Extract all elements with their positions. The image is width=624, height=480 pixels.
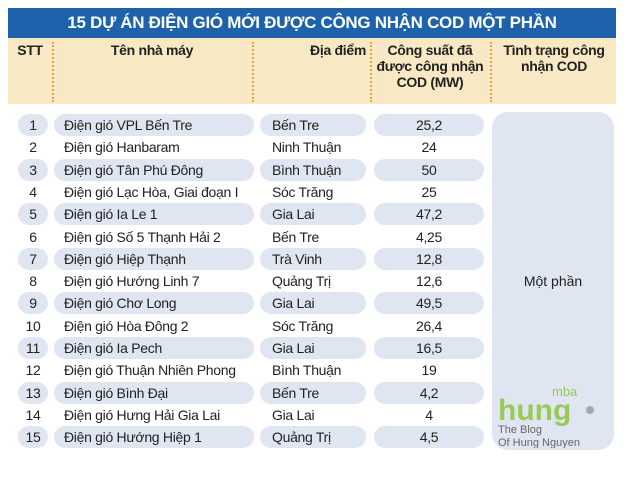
status-value: Một phần: [523, 273, 583, 289]
table-row: 7 Điện gió Hiệp Thạnh Trà Vinh 12,8: [0, 247, 624, 270]
cell-place: Ninh Thuận: [272, 139, 342, 156]
cell-place: Bến Tre: [272, 228, 319, 245]
cell-name: Điện gió VPL Bến Tre: [54, 114, 254, 136]
cell-capacity: 26,4: [415, 317, 443, 334]
cell-capacity: 16,5: [374, 337, 484, 359]
cell-capacity: 4,5: [374, 426, 484, 449]
svg-text:mba: mba: [552, 384, 578, 399]
cell-name: Điện gió Hướng Linh 7: [64, 273, 200, 290]
cell-name: Điện gió Ia Le 1: [54, 203, 254, 226]
cell-stt: 1: [18, 114, 48, 136]
table-row: 14 Điện gió Hưng Hải Gia Lai Gia Lai 4: [0, 404, 624, 426]
table-title: 15 DỰ ÁN ĐIỆN GIÓ MỚI ĐƯỢC CÔNG NHẬN COD…: [8, 8, 616, 38]
cell-stt: 7: [18, 247, 48, 270]
status-cell: Một phần: [492, 112, 614, 450]
cell-place: Bến Tre: [260, 114, 366, 136]
table-row: 5 Điện gió Ia Le 1 Gia Lai 47,2: [0, 203, 624, 226]
cell-capacity: 4,2: [374, 381, 484, 404]
table-row: 15 Điện gió Hướng Hiệp 1 Quảng Trị 4,5: [0, 426, 624, 449]
cell-place: Quảng Trị: [260, 426, 366, 449]
table-row: 12 Điện gió Thuận Nhiên Phong Bình Thuận…: [0, 359, 624, 381]
table-row: 10 Điện gió Hòa Đông 2 Sóc Trăng 26,4: [0, 315, 624, 337]
svg-text:The Blog: The Blog: [498, 424, 542, 436]
cell-name: Điện gió Thuận Nhiên Phong: [64, 362, 236, 379]
cell-place: Sóc Trăng: [272, 183, 334, 200]
cell-capacity: 25: [421, 183, 437, 200]
cell-place: Gia Lai: [260, 292, 366, 315]
header-status: Tình trạng công nhận COD: [503, 42, 605, 74]
cell-place: Gia Lai: [260, 203, 366, 226]
table-row: 9 Điện gió Chơ Long Gia Lai 49,5: [0, 292, 624, 315]
cell-name: Điện gió Hưng Hải Gia Lai: [64, 406, 220, 423]
cell-stt: 10: [25, 317, 41, 334]
cell-capacity: 19: [421, 362, 437, 379]
header-capacity: Công suất đã được công nhận COD (MW): [376, 42, 484, 90]
cell-name: Điện gió Ia Pech: [54, 337, 254, 359]
watermark-logo: mba hung The Blog Of Hung Nguyen: [498, 384, 594, 448]
cell-capacity: 4,25: [415, 228, 443, 245]
cell-place: Gia Lai: [272, 406, 315, 423]
cell-stt: 5: [18, 203, 48, 226]
divider: [370, 42, 372, 102]
cell-stt: 15: [18, 426, 48, 449]
cell-name: Điện gió Tân Phú Đông: [54, 158, 254, 181]
table-row: 3 Điện gió Tân Phú Đông Bình Thuận 50: [0, 158, 624, 181]
cell-place: Bến Tre: [260, 381, 366, 404]
cell-name: Điện gió Hòa Đông 2: [64, 317, 189, 334]
cell-place: Bình Thuận: [272, 362, 342, 379]
cell-capacity: 47,2: [374, 203, 484, 226]
cell-capacity: 12,6: [415, 273, 443, 290]
cell-place: Bình Thuận: [260, 158, 366, 181]
svg-text:Of Hung Nguyen: Of Hung Nguyen: [498, 437, 580, 448]
cell-name: Điện gió Hanbaram: [64, 139, 180, 156]
cell-stt: 6: [29, 228, 37, 245]
table-row: 6 Điện gió Số 5 Thạnh Hải 2 Bến Tre 4,25: [0, 226, 624, 248]
cell-stt: 2: [29, 139, 37, 156]
table-row: 11 Điện gió Ia Pech Gia Lai 16,5: [0, 337, 624, 359]
cell-name: Điện gió Hiệp Thạnh: [54, 247, 254, 270]
divider: [52, 42, 54, 102]
cell-capacity: 4: [425, 406, 433, 423]
divider: [252, 42, 254, 102]
cell-place: Quảng Trị: [272, 273, 331, 290]
svg-text:hung: hung: [498, 394, 571, 427]
cell-stt: 3: [18, 158, 48, 181]
cell-stt: 4: [29, 183, 37, 200]
table-header: STT Tên nhà máy Địa điểm Công suất đã đư…: [8, 38, 616, 104]
cell-place: Sóc Trăng: [272, 317, 334, 334]
divider: [490, 42, 492, 102]
cell-name: Điện gió Hướng Hiệp 1: [54, 426, 254, 449]
cell-name: Điện gió Lạc Hòa, Giai đoạn I: [64, 183, 239, 200]
cell-stt: 8: [29, 273, 37, 290]
table-row: 1 Điện gió VPL Bến Tre Bến Tre 25,2: [0, 114, 624, 136]
cell-capacity: 24: [421, 139, 437, 156]
cell-stt: 12: [25, 362, 41, 379]
table-row: 13 Điện gió Bình Đại Bến Tre 4,2: [0, 381, 624, 404]
cell-stt: 14: [25, 406, 41, 423]
cell-capacity: 50: [374, 158, 484, 181]
cell-capacity: 12,8: [374, 247, 484, 270]
cell-place: Trà Vinh: [260, 247, 366, 270]
cell-name: Điện gió Số 5 Thạnh Hải 2: [64, 228, 221, 245]
cell-stt: 9: [18, 292, 48, 315]
cell-place: Gia Lai: [260, 337, 366, 359]
cell-capacity: 49,5: [374, 292, 484, 315]
cell-capacity: 25,2: [374, 114, 484, 136]
cell-stt: 13: [18, 381, 48, 404]
header-stt: STT: [17, 42, 43, 58]
header-place: Địa điểm: [310, 42, 366, 58]
table-row: 4 Điện gió Lạc Hòa, Giai đoạn I Sóc Trăn…: [0, 181, 624, 203]
table-row: 2 Điện gió Hanbaram Ninh Thuận 24: [0, 136, 624, 158]
cell-stt: 11: [18, 337, 48, 359]
header-name: Tên nhà máy: [110, 42, 194, 58]
table-row: 8 Điện gió Hướng Linh 7 Quảng Trị 12,6: [0, 270, 624, 292]
cell-name: Điện gió Bình Đại: [54, 381, 254, 404]
cell-name: Điện gió Chơ Long: [54, 292, 254, 315]
